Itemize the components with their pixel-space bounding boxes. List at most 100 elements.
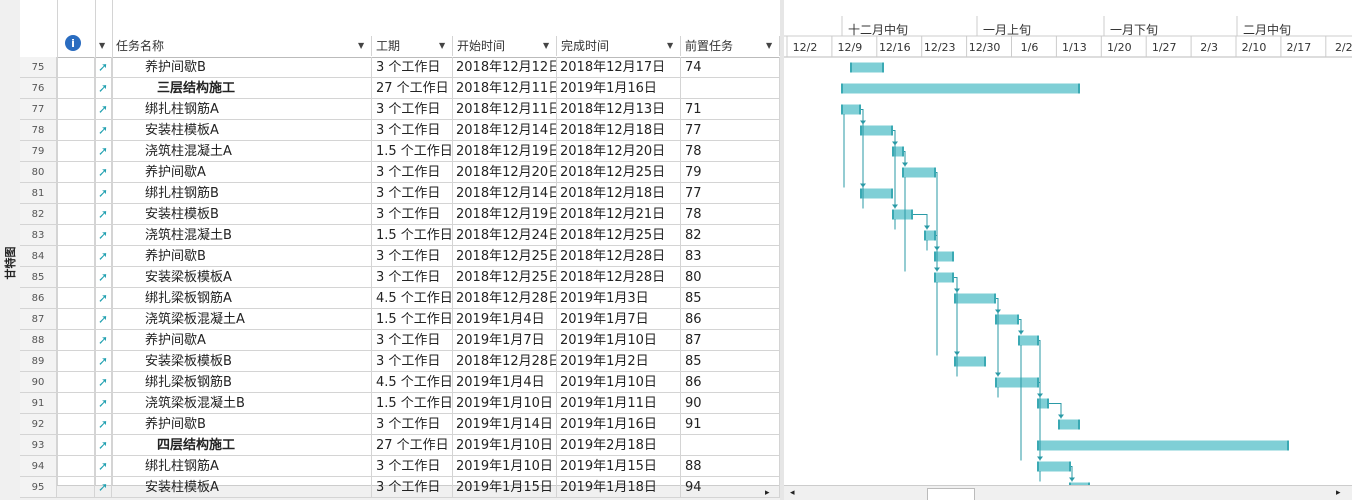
bar-part — [1088, 482, 1090, 485]
cell-finish: 2019年1月18日 — [557, 477, 681, 498]
cell-finish: 2018年12月17日 — [557, 57, 681, 78]
row-id: 87 — [20, 309, 57, 330]
lower-tier-label: 1/20 — [1107, 41, 1132, 54]
bar-part — [911, 209, 913, 220]
bar-part — [1047, 398, 1049, 409]
cell-duration: 3 个工作日 — [372, 351, 453, 372]
info-cell — [57, 309, 95, 330]
bar-part — [1037, 398, 1039, 409]
cell-predecessors: 94 — [681, 477, 780, 498]
row-id: 90 — [20, 372, 57, 393]
bar-part — [1287, 440, 1289, 451]
cell-name: 浇筑柱混凝土B — [112, 225, 372, 246]
bar-part — [902, 146, 904, 157]
cell-finish: 2018年12月18日 — [557, 120, 681, 141]
info-cell — [57, 414, 95, 435]
cell-predecessors: 71 — [681, 99, 780, 120]
info-cell — [57, 330, 95, 351]
cell-duration: 27 个工作日 — [372, 78, 453, 99]
cell-predecessors — [681, 435, 780, 456]
task-mode-icon: ➚ — [95, 162, 112, 183]
row-id: 92 — [20, 414, 57, 435]
lower-tier-label: 1/6 — [1021, 41, 1039, 54]
dependency-link — [904, 151, 906, 167]
cell-duration: 4.5 个工作日 — [372, 288, 453, 309]
cell-start: 2019年1月10日 — [453, 393, 557, 414]
row-id: 85 — [20, 267, 57, 288]
cell-name: 绑扎梁板钢筋A — [112, 288, 372, 309]
dependency-link — [1019, 319, 1022, 335]
bar-part — [952, 251, 954, 262]
task-mode-icon: ➚ — [95, 456, 112, 477]
cell-predecessors — [681, 78, 780, 99]
bar-part — [954, 356, 956, 367]
column-divider — [57, 0, 58, 485]
lower-tier-label: 2/10 — [1242, 41, 1267, 54]
row-id: 82 — [20, 204, 57, 225]
cell-name: 浇筑梁板混凝土A — [112, 309, 372, 330]
task-bar — [995, 314, 1019, 325]
bar-part — [1037, 461, 1039, 472]
task-bar — [1018, 335, 1039, 346]
dropdown-arrow: ▼ — [358, 42, 365, 50]
row-id: 78 — [20, 120, 57, 141]
bar-part — [934, 272, 954, 283]
task-bar — [850, 62, 884, 73]
task-mode-icon: ➚ — [95, 267, 112, 288]
cell-name: 绑扎柱钢筋A — [112, 99, 372, 120]
row-id: 88 — [20, 330, 57, 351]
cell-finish: 2018年12月25日 — [557, 162, 681, 183]
cell-duration: 3 个工作日 — [372, 456, 453, 477]
cell-predecessors: 80 — [681, 267, 780, 288]
h-scrollbar-right[interactable]: ◂ ▸ — [784, 485, 1352, 500]
dependency-arrow — [924, 225, 930, 230]
row-id: 94 — [20, 456, 57, 477]
cell-start: 2018年12月25日 — [453, 267, 557, 288]
task-bar — [995, 377, 1039, 388]
cell-predecessors: 77 — [681, 120, 780, 141]
cell-finish: 2019年1月10日 — [557, 330, 681, 351]
info-cell — [57, 372, 95, 393]
row-id: 81 — [20, 183, 57, 204]
task-mode-icon: ➚ — [95, 393, 112, 414]
svg-text:i: i — [71, 37, 75, 50]
bar-part — [952, 272, 954, 283]
dependency-link — [893, 130, 896, 209]
bar-part — [934, 167, 936, 178]
task-bar — [892, 146, 904, 157]
gantt-chart: 十二月中旬 一月上旬 一月下旬 二月中旬 12/2 12/9 12/16 12/23 12/30… — [784, 16, 1352, 485]
info-cell — [57, 162, 95, 183]
bar-part — [902, 167, 904, 178]
cell-name: 四层结构施工 — [112, 435, 372, 456]
task-mode-icon: ➚ — [95, 204, 112, 225]
cell-duration: 3 个工作日 — [372, 99, 453, 120]
scroll-thumb[interactable] — [927, 488, 975, 500]
bar-part — [841, 83, 1080, 94]
bar-part — [841, 83, 843, 94]
cell-predecessors: 78 — [681, 141, 780, 162]
column-header: 前置任务 — [681, 36, 780, 56]
bar-part — [1069, 482, 1071, 485]
cell-name: 浇筑梁板混凝土B — [112, 393, 372, 414]
dependency-arrow — [1069, 477, 1075, 482]
bar-part — [892, 146, 894, 157]
lower-tier-label: 12/2 — [793, 41, 818, 54]
bar-part — [902, 167, 936, 178]
cell-finish: 2018年12月18日 — [557, 183, 681, 204]
bar-part — [934, 251, 954, 262]
splitter[interactable] — [780, 0, 784, 500]
bar-part — [892, 209, 913, 220]
bar-part — [891, 188, 893, 199]
cell-start: 2018年12月20日 — [453, 162, 557, 183]
cell-finish: 2018年12月28日 — [557, 267, 681, 288]
dependency-link — [913, 214, 928, 230]
cell-start: 2018年12月19日 — [453, 204, 557, 225]
bar-part — [1078, 83, 1080, 94]
cell-finish: 2019年1月15日 — [557, 456, 681, 477]
dependency-link — [936, 172, 938, 272]
cell-start: 2019年1月4日 — [453, 309, 557, 330]
row-id: 89 — [20, 351, 57, 372]
dependency-link — [996, 298, 999, 377]
lower-tier-label: 12/30 — [969, 41, 1001, 54]
